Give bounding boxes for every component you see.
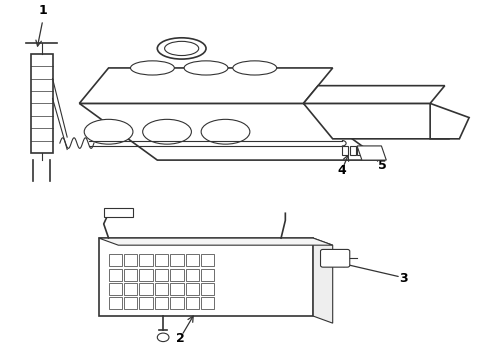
Bar [201, 269, 215, 281]
Bar [109, 255, 122, 266]
Ellipse shape [84, 119, 133, 144]
Bar [109, 283, 122, 295]
Polygon shape [99, 238, 333, 245]
Ellipse shape [143, 119, 192, 144]
Text: 2: 2 [176, 332, 185, 345]
Circle shape [157, 333, 169, 342]
Polygon shape [303, 103, 450, 139]
Text: 1: 1 [38, 4, 47, 17]
Bar [124, 283, 137, 295]
Bar [104, 208, 133, 217]
Bar [140, 255, 152, 266]
Bar [140, 269, 152, 281]
FancyBboxPatch shape [320, 249, 350, 267]
Bar [155, 269, 168, 281]
Text: 3: 3 [399, 273, 408, 285]
Bar [124, 255, 137, 266]
Text: 5: 5 [378, 159, 387, 172]
Bar [171, 297, 184, 309]
Polygon shape [79, 103, 381, 160]
Ellipse shape [184, 61, 228, 75]
Bar [171, 283, 184, 295]
Text: 4: 4 [337, 164, 346, 177]
Ellipse shape [201, 119, 250, 144]
Bar [99, 238, 313, 316]
Bar [30, 54, 52, 153]
Bar [186, 283, 199, 295]
Bar [186, 255, 199, 266]
Bar [109, 269, 122, 281]
Polygon shape [79, 68, 333, 103]
Bar [109, 297, 122, 309]
Polygon shape [313, 238, 333, 323]
Bar [124, 297, 137, 309]
Ellipse shape [165, 41, 199, 55]
Bar [171, 255, 184, 266]
Bar [155, 297, 168, 309]
Bar [186, 269, 199, 281]
Bar [155, 283, 168, 295]
Ellipse shape [130, 61, 174, 75]
Ellipse shape [157, 38, 206, 59]
Bar [201, 297, 215, 309]
Polygon shape [430, 103, 469, 139]
Bar [201, 255, 215, 266]
Bar [343, 146, 348, 155]
Bar [155, 255, 168, 266]
Bar [140, 297, 152, 309]
Polygon shape [303, 86, 445, 103]
Bar [357, 146, 363, 155]
Polygon shape [357, 146, 386, 160]
Bar [201, 283, 215, 295]
Bar [171, 269, 184, 281]
Ellipse shape [233, 61, 277, 75]
Bar [140, 283, 152, 295]
Bar [124, 269, 137, 281]
Bar [350, 146, 356, 155]
Bar [186, 297, 199, 309]
